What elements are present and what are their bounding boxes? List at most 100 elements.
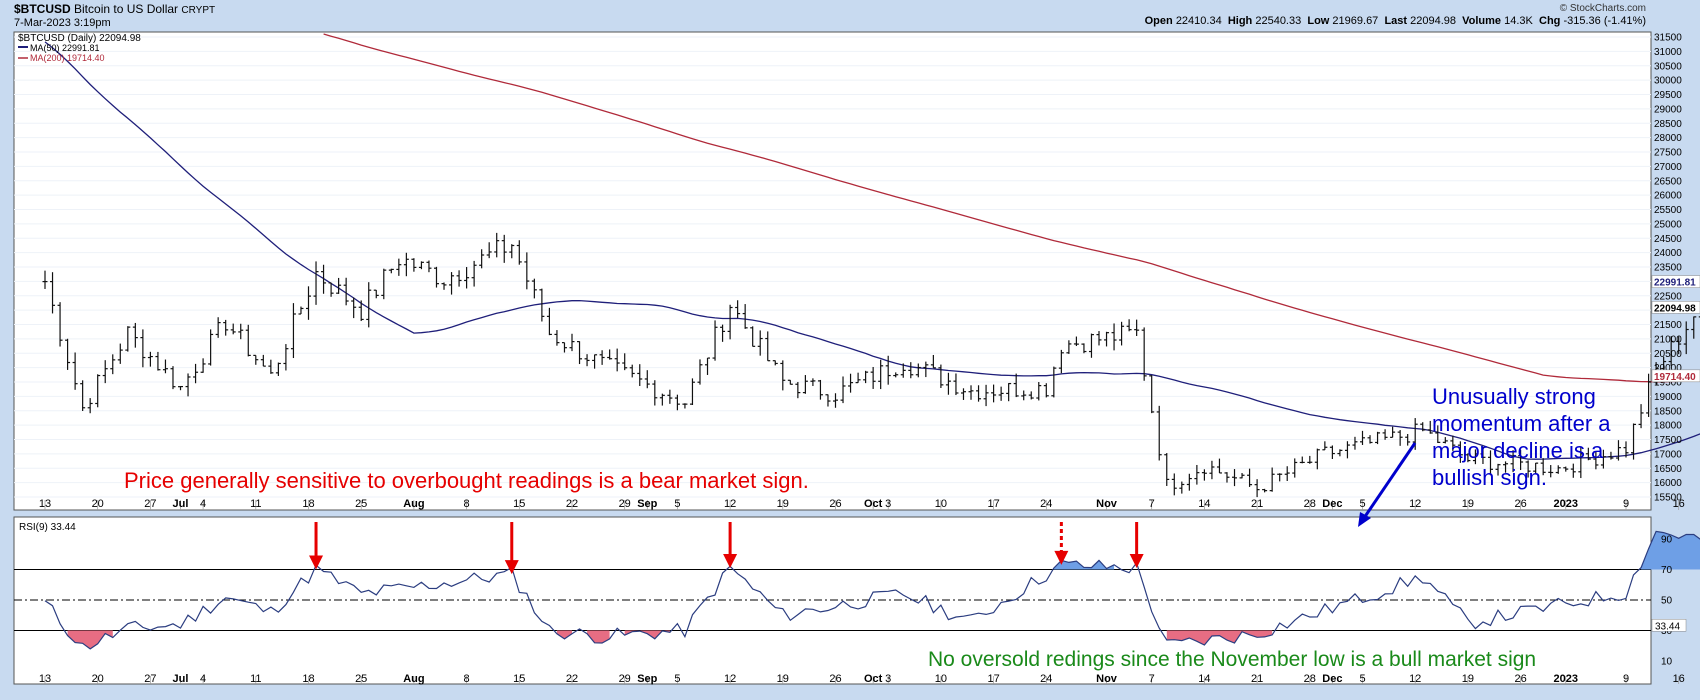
date-tick-label: 21	[1251, 673, 1263, 685]
date-tick-label: 4	[200, 498, 206, 510]
date-tick-label: 18	[302, 498, 314, 510]
price-bar	[102, 360, 108, 384]
date-tick-label: 8	[464, 673, 470, 685]
price-bar	[1698, 316, 1700, 318]
price-bar	[321, 264, 327, 294]
annotation-blue-arrow-shaft	[1362, 442, 1417, 519]
date-tick-label: 28	[1304, 498, 1316, 510]
date-tick-label: 17	[987, 673, 999, 685]
price-bar	[223, 319, 229, 336]
price-bar	[1224, 472, 1230, 483]
price-bar	[1435, 425, 1441, 443]
price-bar	[140, 329, 146, 368]
date-tick-label: 25	[355, 673, 367, 685]
price-bars	[42, 232, 1700, 498]
price-bar	[117, 343, 123, 364]
rsi-oversold-fill	[624, 630, 670, 639]
date-tick-label: 9	[1623, 673, 1629, 685]
date-tick-label: Dec	[1322, 673, 1342, 685]
price-bar	[1593, 451, 1599, 470]
date-tick-label: 14	[1198, 498, 1210, 510]
price-bar	[1600, 449, 1606, 469]
price-bar	[80, 380, 86, 411]
price-tick-label: 27500	[1654, 148, 1682, 159]
date-tick-label: Nov	[1096, 498, 1118, 510]
price-bar	[810, 378, 816, 387]
price-bar	[795, 381, 801, 399]
price-bar	[960, 388, 966, 400]
date-tick-label: Nov	[1096, 673, 1118, 685]
ma50-line	[44, 41, 1700, 460]
price-bar	[1367, 435, 1373, 444]
price-bar	[1510, 450, 1516, 473]
price-bar	[1352, 436, 1358, 450]
date-tick-label: Oct	[864, 498, 883, 510]
price-bar	[411, 258, 417, 272]
price-bar	[290, 303, 296, 359]
volume-value: 14.3K	[1504, 15, 1533, 27]
price-bar	[1615, 440, 1621, 461]
overbought-arrow	[723, 522, 738, 568]
price-bar	[1104, 331, 1110, 347]
price-bar	[991, 384, 997, 403]
annotation-bullish-4: bullish sign.	[1432, 465, 1547, 490]
low-value: 21969.67	[1332, 15, 1379, 27]
price-bar	[674, 394, 680, 411]
price-bar	[1013, 373, 1019, 398]
price-bar	[1465, 453, 1471, 463]
price-bar	[193, 363, 199, 384]
price-bar	[388, 268, 394, 274]
date-tick-label: 29	[619, 498, 631, 510]
date-axis-bottom: 13 20 27 Jul 4 11 18 25 Aug 8 15 22 29 Sep 5 12 19 26 Oct 3…	[39, 673, 1685, 685]
price-bar	[1457, 441, 1463, 463]
price-bar	[1646, 373, 1652, 417]
date-tick-label: 5	[674, 498, 680, 510]
price-bar	[938, 364, 944, 389]
price-bar	[848, 373, 854, 393]
last-price-flag: 22094.98	[1651, 301, 1700, 314]
price-bar	[486, 242, 492, 259]
price-tick-label: 21000	[1654, 334, 1682, 345]
price-bar	[42, 270, 48, 289]
price-bar	[765, 331, 771, 362]
price-bar	[1254, 479, 1260, 498]
price-bar	[245, 324, 251, 357]
price-bar	[945, 372, 951, 395]
legend-ma200: MA(200) 19714.40	[30, 53, 105, 63]
date-tick-label: 3	[885, 673, 891, 685]
price-bar	[351, 297, 357, 319]
date-tick-label: 17	[987, 498, 999, 510]
price-bar	[1540, 458, 1546, 476]
rsi-oversold-fill	[67, 630, 113, 649]
date-tick-label: 26	[829, 498, 841, 510]
ma50-series	[44, 41, 1700, 460]
date-tick-label: 15	[513, 673, 525, 685]
chart-header: $BTCUSD Bitcoin to US Dollar CRYPT 7-Mar…	[0, 0, 1700, 32]
price-bar	[546, 307, 552, 336]
price-bar	[584, 354, 590, 367]
price-bar	[531, 278, 537, 299]
price-bar	[1028, 391, 1034, 400]
date-tick-label: 12	[724, 498, 736, 510]
price-bar	[554, 330, 560, 346]
price-bar	[283, 344, 289, 371]
price-bar	[1164, 453, 1170, 486]
price-bar	[1442, 437, 1448, 444]
price-tick-label: 16500	[1654, 464, 1682, 475]
rsi-oversold-fill	[1166, 630, 1273, 645]
price-bar	[396, 258, 402, 276]
price-bar	[162, 359, 168, 374]
price-bar	[712, 320, 718, 361]
price-bar	[1239, 473, 1245, 479]
price-bar	[1329, 445, 1335, 460]
price-bar	[1141, 327, 1147, 381]
price-bar	[1066, 340, 1072, 354]
price-tick-label: 31500	[1654, 33, 1682, 44]
price-bar	[840, 376, 846, 404]
price-bar	[1427, 420, 1433, 434]
price-bar	[915, 363, 921, 378]
price-tick-label: 31000	[1654, 47, 1682, 58]
price-tick-label: 23500	[1654, 263, 1682, 274]
price-tick-label: 28000	[1654, 133, 1682, 144]
price-bar	[215, 317, 221, 338]
